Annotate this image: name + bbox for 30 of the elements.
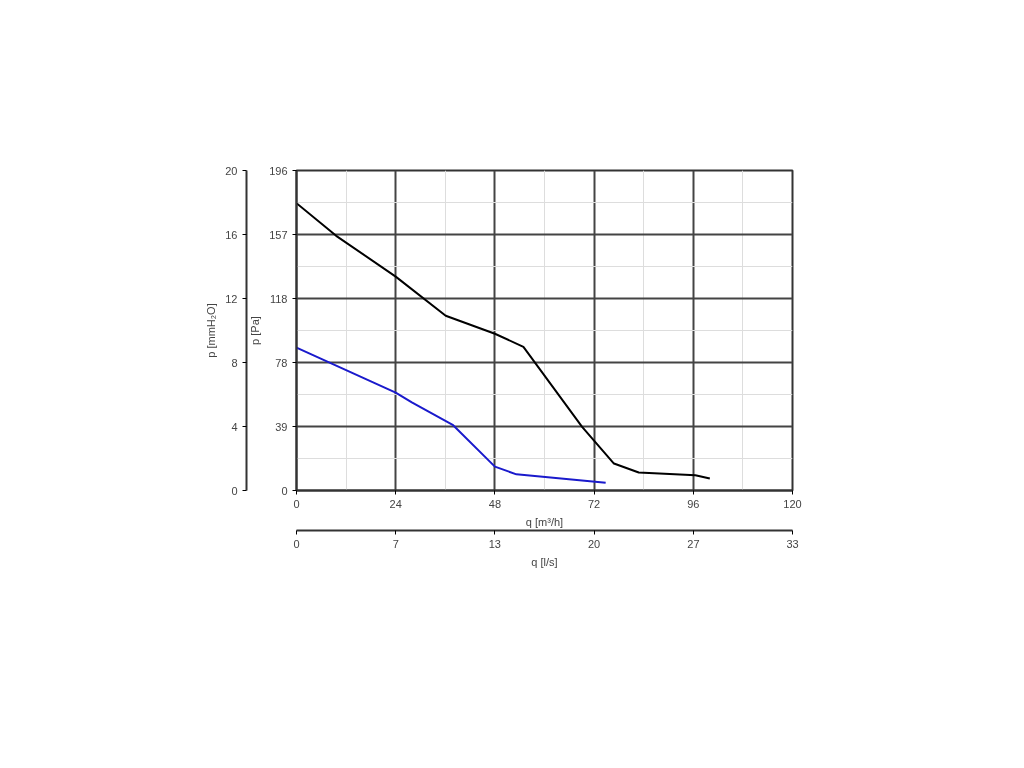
y-tick-label: 39 xyxy=(275,420,288,433)
y-tick-label: 196 xyxy=(269,164,288,177)
y-tick-label: 157 xyxy=(269,228,288,241)
y2-axis-title: p [mmH₂O] xyxy=(205,303,218,358)
y2-tick-label: 8 xyxy=(231,356,238,369)
x-tick-label: 24 xyxy=(389,497,402,510)
y-axis-title: p [Pa] xyxy=(249,316,262,345)
x2-tick-label: 33 xyxy=(786,537,799,550)
y2-tick-label: 20 xyxy=(225,164,238,177)
x-tick-label: 96 xyxy=(687,497,700,510)
x-tick-label: 48 xyxy=(488,497,502,510)
x2-tick-label: 20 xyxy=(588,537,601,550)
x-axis-title: q [m³/h] xyxy=(525,515,564,528)
x2-tick-label: 13 xyxy=(488,537,501,550)
x2-tick-label: 0 xyxy=(293,537,300,550)
line-series xyxy=(296,346,607,484)
y-tick-label: 78 xyxy=(275,356,288,369)
x-tick-label: 72 xyxy=(587,497,601,510)
y2-tick-label: 12 xyxy=(225,292,238,305)
line-series xyxy=(296,202,711,480)
y2-tick-label: 16 xyxy=(225,228,238,241)
x-tick-label: 120 xyxy=(783,497,802,510)
y2-tick-label: 0 xyxy=(231,484,238,497)
y2-tick-label: 4 xyxy=(231,420,238,433)
y-tick-label: 0 xyxy=(281,484,288,497)
y-tick-label: 118 xyxy=(269,292,288,305)
x2-tick-label: 27 xyxy=(687,537,700,550)
x-tick-label: 0 xyxy=(293,497,300,510)
x2-tick-label: 7 xyxy=(392,537,399,550)
x2-axis-title: q [l/s] xyxy=(531,555,558,568)
